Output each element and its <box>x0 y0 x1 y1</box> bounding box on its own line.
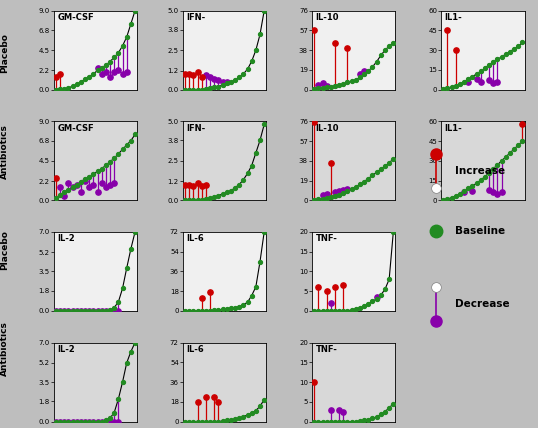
Text: IL1-: IL1- <box>444 13 462 22</box>
Text: Increase: Increase <box>455 166 505 176</box>
Text: IL1-: IL1- <box>444 124 462 133</box>
Text: GM-CSF: GM-CSF <box>57 124 94 133</box>
Text: Placebo: Placebo <box>0 33 9 74</box>
Text: IFN-: IFN- <box>186 124 206 133</box>
Text: Antibiotics: Antibiotics <box>0 321 9 376</box>
Text: Placebo: Placebo <box>0 230 9 270</box>
Text: IL-2: IL-2 <box>57 234 75 243</box>
Text: Baseline: Baseline <box>455 226 505 236</box>
Text: IL-10: IL-10 <box>315 124 339 133</box>
Text: Decrease: Decrease <box>455 299 509 309</box>
Text: Antibiotics: Antibiotics <box>0 125 9 179</box>
Text: TNF-: TNF- <box>315 345 337 354</box>
Text: IFN-: IFN- <box>186 13 206 22</box>
Text: IL-2: IL-2 <box>57 345 75 354</box>
Text: TNF-: TNF- <box>315 234 337 243</box>
Text: GM-CSF: GM-CSF <box>57 13 94 22</box>
Text: IL-10: IL-10 <box>315 13 339 22</box>
Text: IL-6: IL-6 <box>186 345 204 354</box>
Text: IL-6: IL-6 <box>186 234 204 243</box>
